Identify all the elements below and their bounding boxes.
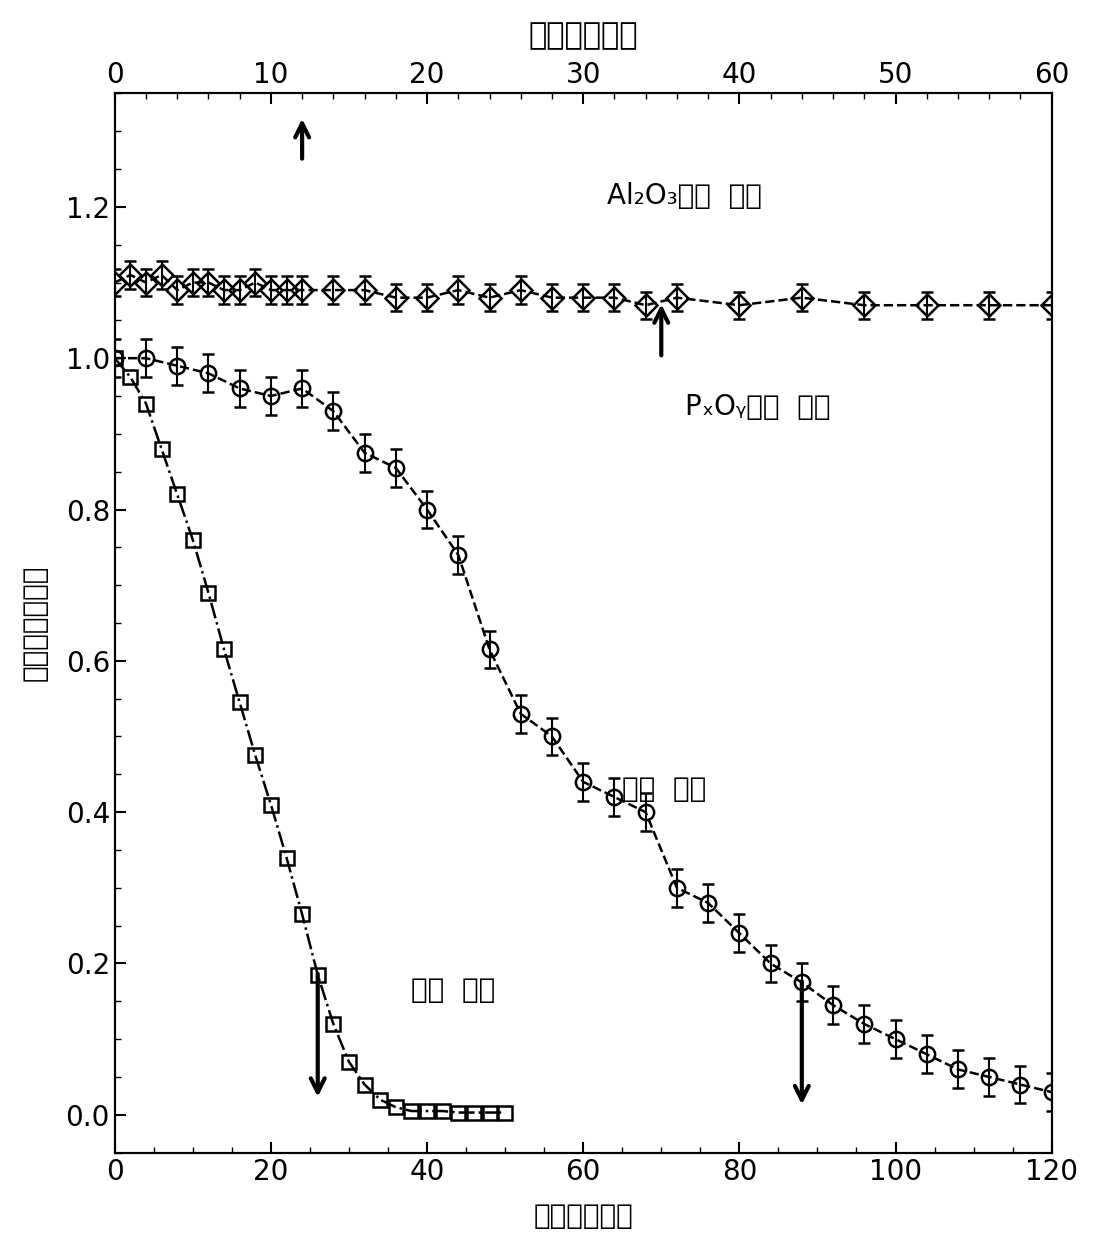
Text: 空气  单层: 空气 单层 — [411, 976, 496, 1005]
Text: 空气  双层: 空气 双层 — [622, 776, 707, 803]
Text: Al₂O₃保护  双层: Al₂O₃保护 双层 — [607, 181, 762, 209]
Y-axis label: 归一化荧光光强: 归一化荧光光强 — [21, 564, 48, 682]
X-axis label: 时间（小时）: 时间（小时） — [529, 21, 637, 50]
X-axis label: 时间（分钟）: 时间（分钟） — [533, 1202, 633, 1230]
Text: PₓOᵧ保护  双层: PₓOᵧ保护 双层 — [685, 393, 830, 422]
